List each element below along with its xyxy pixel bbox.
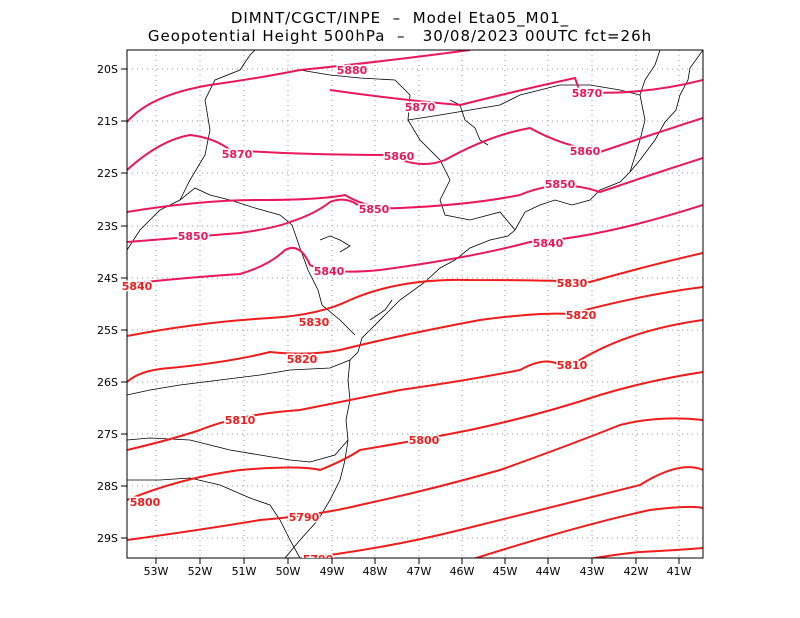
lat-tick-label: 29S	[97, 532, 118, 545]
contour-label: 5830	[299, 316, 330, 329]
contour-label: 5840	[314, 265, 345, 278]
contour-5850	[289, 198, 359, 223]
contour-label: 5810	[225, 414, 256, 427]
state-border	[127, 477, 301, 558]
lat-tick-label: 24S	[97, 272, 118, 285]
latitude-axis: 20S 21S 22S 23S 24S 25S 26S 27S 28S 29S	[97, 63, 127, 545]
lon-tick-label: 42W	[624, 565, 649, 578]
contour-label: 5820	[287, 353, 318, 366]
contour-lines	[127, 50, 703, 558]
contour-label: 5850	[178, 230, 209, 243]
contour-5880	[299, 50, 471, 71]
contour-label: 5880	[337, 64, 368, 77]
contour-5860	[389, 117, 703, 165]
lon-tick-label: 53W	[144, 565, 169, 578]
contour-5870	[127, 69, 301, 123]
lon-tick-label: 49W	[320, 565, 345, 578]
contour-labels: 5880 5870 5870 5870 5860 5860 5850 5850 …	[120, 63, 604, 566]
map-frame	[126, 49, 704, 559]
state-border	[629, 94, 646, 173]
lat-tick-label: 27S	[97, 428, 118, 441]
lat-tick-label: 28S	[97, 480, 118, 493]
contour-label: 5850	[359, 203, 390, 216]
lon-tick-label: 50W	[276, 565, 301, 578]
contour-5870	[127, 133, 391, 171]
contour-5810	[127, 371, 703, 501]
contour-5840	[127, 252, 703, 337]
lat-tick-label: 22S	[97, 167, 118, 180]
lon-tick-label: 43W	[580, 565, 605, 578]
contour-label: 5860	[384, 150, 415, 163]
contour-label: 5800	[409, 434, 440, 447]
lon-tick-label: 41W	[667, 565, 692, 578]
state-border	[127, 359, 351, 396]
lon-tick-label: 52W	[188, 565, 213, 578]
lon-tick-label: 48W	[363, 565, 388, 578]
contour-label: 5860	[570, 145, 601, 158]
state-border	[179, 50, 256, 201]
state-border	[127, 437, 349, 463]
lon-tick-label: 51W	[232, 565, 257, 578]
state-border	[299, 69, 516, 231]
lat-tick-label: 26S	[97, 376, 118, 389]
lon-tick-label: 46W	[450, 565, 475, 578]
lon-tick-label: 45W	[493, 565, 518, 578]
contour-5870	[329, 76, 703, 107]
contour-label: 5790	[303, 553, 334, 566]
contour-label: 5870	[222, 148, 253, 161]
contour-5860	[127, 193, 521, 213]
reservoir	[449, 99, 489, 146]
lat-tick-label: 21S	[97, 115, 118, 128]
contour-label: 5840	[122, 280, 153, 293]
coastline	[284, 50, 703, 558]
contour-label: 5820	[566, 309, 597, 322]
contour-5800	[127, 417, 703, 541]
reservoir	[319, 235, 351, 253]
contour-5850	[127, 221, 291, 243]
contour-5790	[299, 466, 703, 558]
lat-tick-label: 23S	[97, 220, 118, 233]
state-border	[127, 187, 356, 336]
map-title-line-1: DIMNT/CGCT/INPE – Model Eta05_M01_	[230, 9, 570, 27]
contour-label: 5810	[557, 359, 588, 372]
lon-tick-label: 44W	[536, 565, 561, 578]
contour-label: 5790	[289, 511, 320, 524]
contour-5830	[127, 286, 703, 383]
lon-tick-label: 47W	[407, 565, 432, 578]
contour-label: 5800	[130, 496, 161, 509]
state-border	[407, 84, 641, 121]
grid	[127, 50, 703, 558]
contour-label: 5850	[545, 178, 576, 191]
contour-label: 5870	[405, 101, 436, 114]
contour-label: 5830	[557, 277, 588, 290]
map-title-line-2: Geopotential Height 500hPa – 30/08/2023 …	[147, 27, 653, 45]
coastline-and-borders	[127, 50, 703, 558]
contour-5840	[127, 204, 703, 285]
contour-label: 5870	[572, 87, 603, 100]
contour-5850	[519, 157, 703, 196]
state-border	[639, 50, 661, 96]
longitude-axis: 53W 52W 51W 50W 49W 48W 47W 46W 45W 44W …	[144, 558, 692, 578]
lat-tick-label: 25S	[97, 324, 118, 337]
contour-5790	[473, 505, 703, 558]
contour-label: 5840	[533, 237, 564, 250]
contour-5820	[127, 319, 703, 451]
bay	[369, 299, 393, 321]
contour-5790	[588, 547, 703, 558]
lat-tick-label: 20S	[97, 63, 118, 76]
